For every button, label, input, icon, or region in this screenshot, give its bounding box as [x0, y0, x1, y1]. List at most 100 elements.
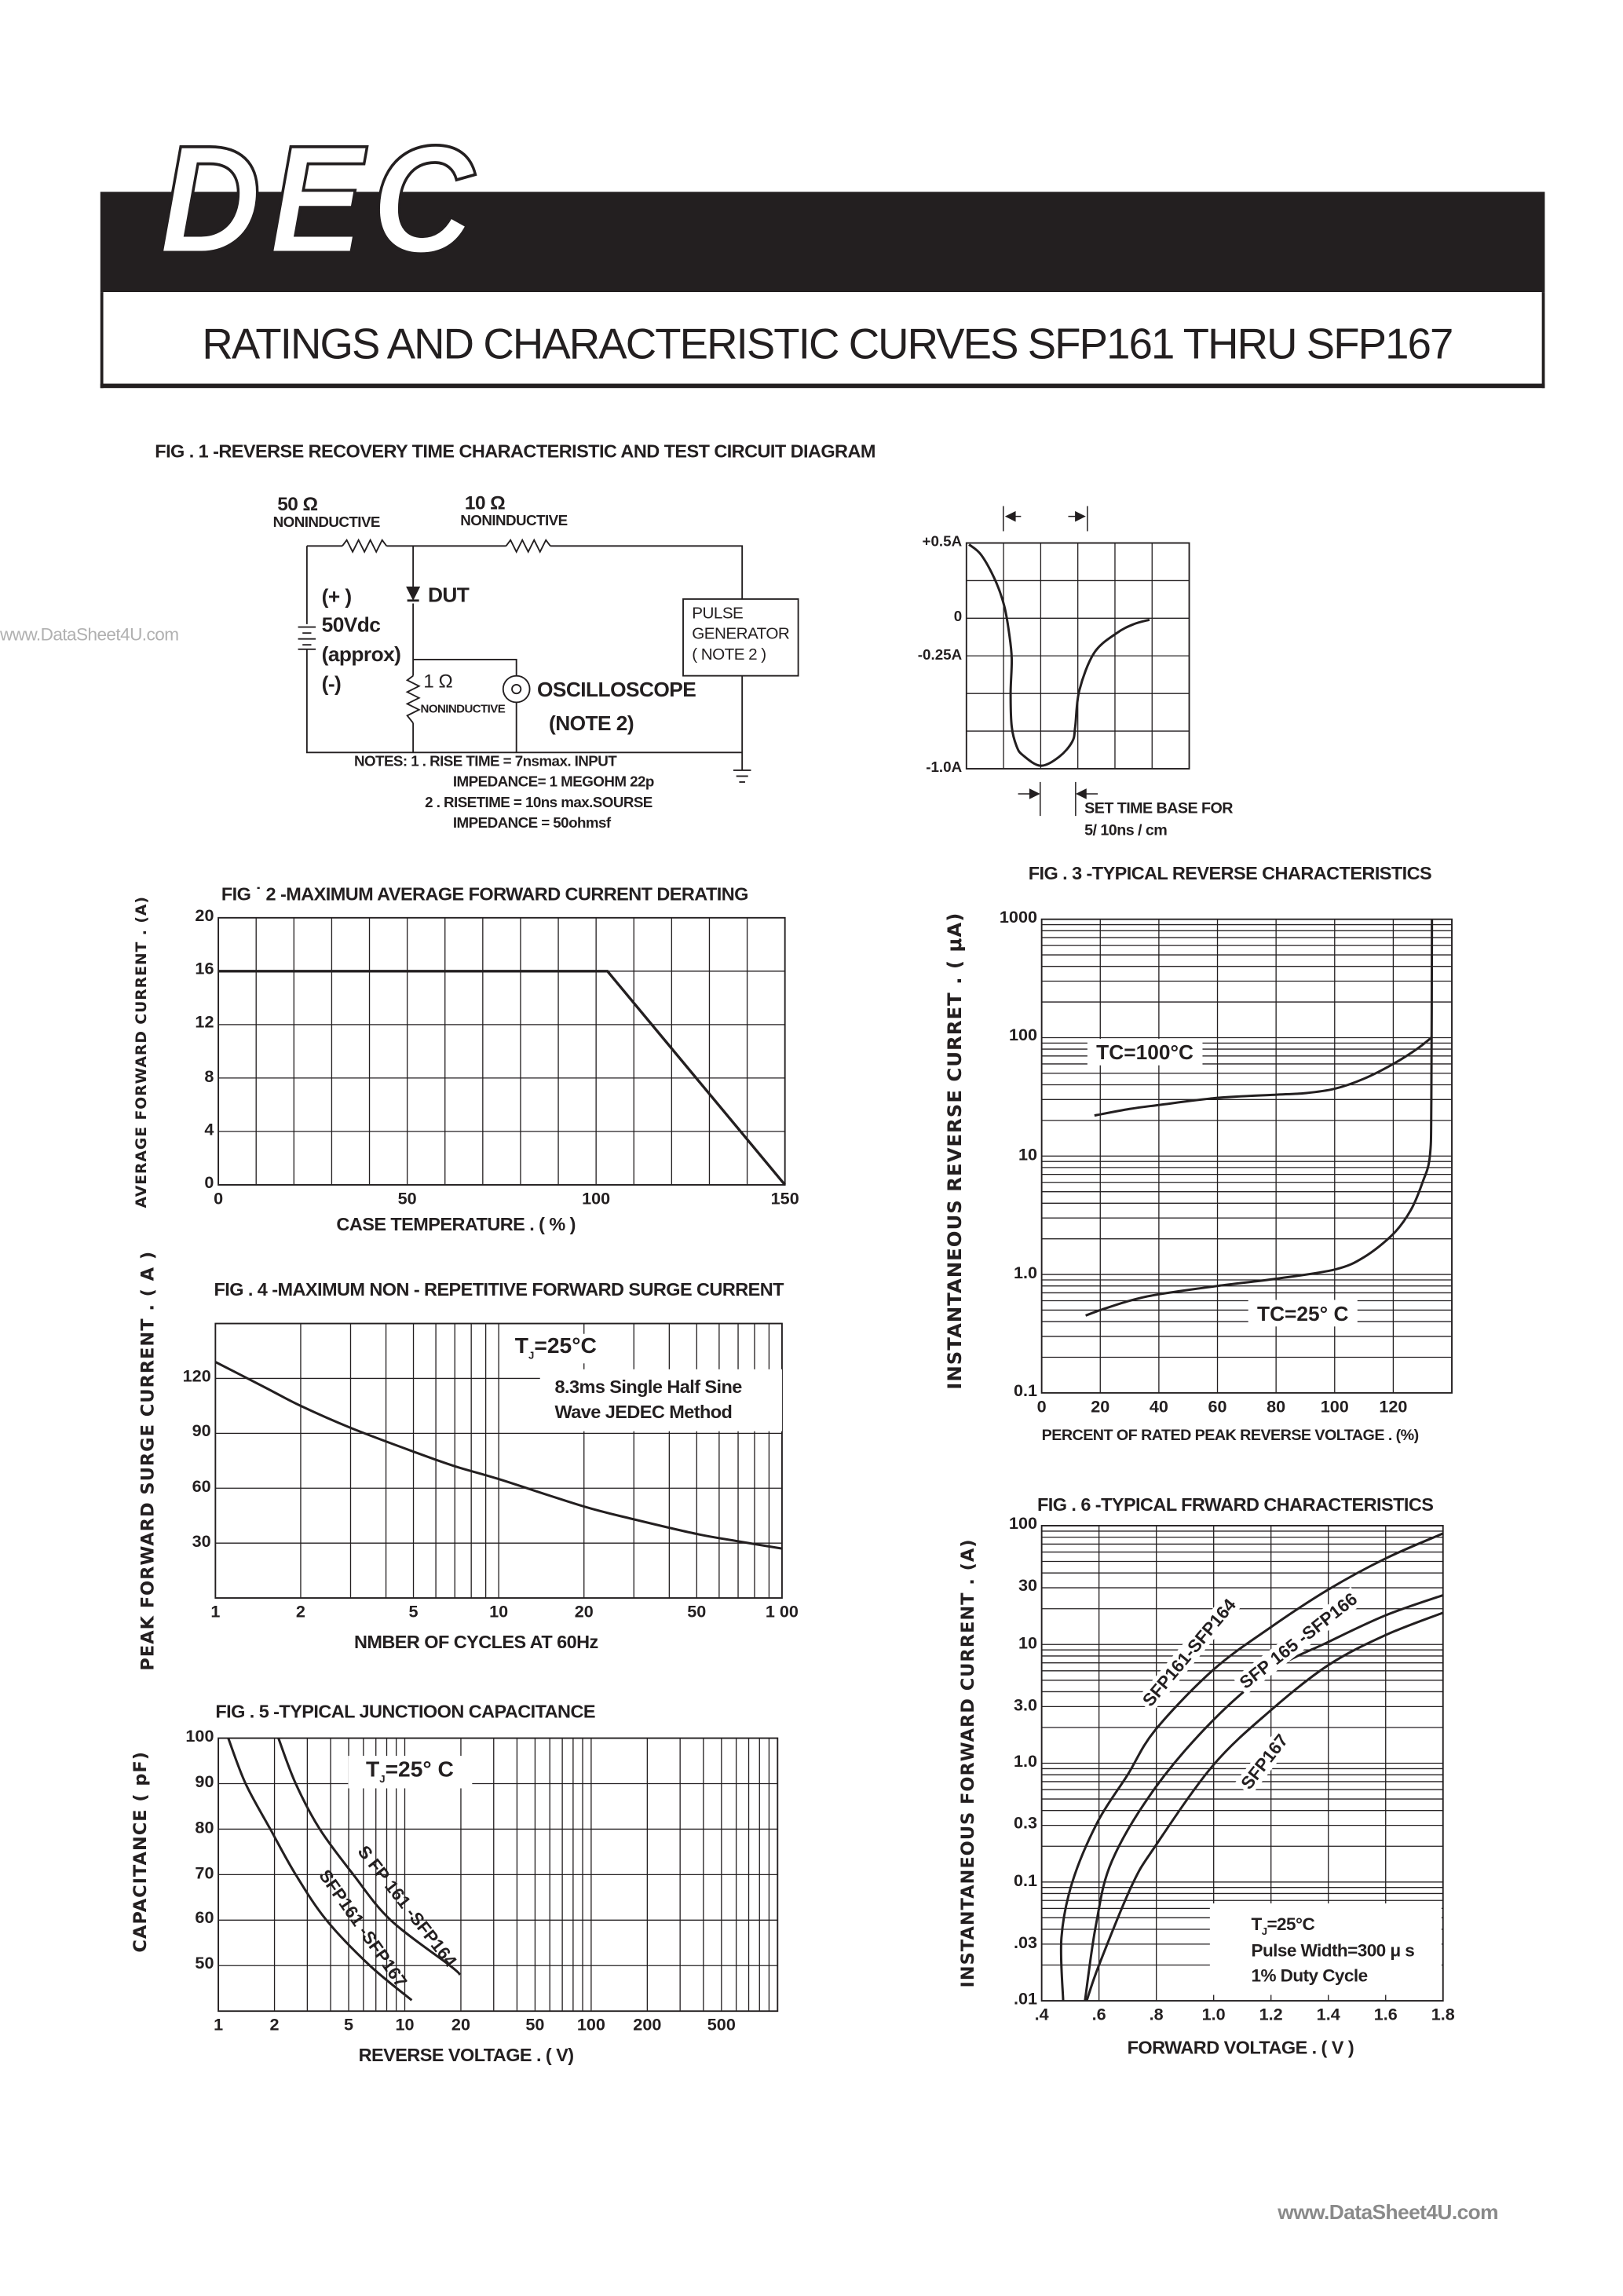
x-tick-label: 1: [210, 1603, 221, 1622]
plot-frame: [217, 1737, 779, 2013]
series-line-tc-100-c: [1094, 1036, 1432, 1117]
pulse-gen-line1: PULSE: [692, 605, 744, 623]
series-line-curve-1: [968, 543, 1150, 767]
y-tick-label: 0: [953, 609, 963, 626]
x-tick-label: 1.4: [1316, 2006, 1340, 2025]
y-tick-label: 16: [195, 961, 214, 979]
r2-value: 10 Ω: [464, 491, 506, 514]
resistor-10ohm-icon: [505, 538, 551, 554]
y-tick-label: 1.0: [1013, 1264, 1038, 1282]
dec-logo: DEC: [158, 115, 482, 287]
x-tick-label: 20: [451, 2016, 470, 2035]
supply-voltage: 50Vdc: [321, 612, 381, 636]
y-tick-label: 70: [195, 1864, 214, 1883]
diode-dut-icon: [406, 586, 421, 602]
series-line-sfp161-sfp164: [1059, 1532, 1444, 2002]
watermark-footer[interactable]: www.DataSheet4U.com: [1278, 2199, 1499, 2224]
oscilloscope-note: (NOTE 2): [549, 711, 634, 735]
y-tick-label: 12: [195, 1015, 214, 1033]
x-tick-label: 150: [770, 1190, 799, 1208]
fig3-xlabel: PERCENT OF RATED PEAK REVERSE VOLTAGE . …: [1041, 1427, 1420, 1445]
y-tick-label: 0: [204, 1175, 214, 1193]
fig6-xlabel: FORWARD VOLTAGE . ( V ): [1127, 2038, 1354, 2059]
y-tick-label: 60: [195, 1910, 214, 1929]
fig4-method-box: [539, 1369, 782, 1431]
y-tick-label: 100: [1008, 1027, 1038, 1046]
chart-fig1: [965, 542, 1190, 770]
x-tick-label: 2: [269, 2016, 280, 2035]
time-base-note-1: SET TIME BASE FOR: [1084, 799, 1233, 818]
fig3-series-label-tc100: TC=100°C: [1087, 1038, 1203, 1066]
plot-frame: [965, 542, 1190, 770]
y-tick-label: 90: [195, 1773, 214, 1792]
fig6-condition-duty: 1% Duty Cycle: [1251, 1965, 1368, 1987]
series-line-sfp167: [1085, 1611, 1444, 2002]
x-tick-label: 1.6: [1373, 2006, 1398, 2025]
x-tick-label: 10: [395, 2016, 415, 2035]
x-tick-label: 50: [397, 1190, 417, 1208]
fig5-xlabel: REVERSE VOLTAGE . ( V): [358, 2045, 574, 2066]
y-tick-label: -1.0A: [926, 759, 963, 777]
fig3-series-label-tc25: TC=25° C: [1248, 1300, 1358, 1327]
chart-grid: [965, 542, 1190, 770]
supply-plus: (+ ): [321, 584, 353, 609]
fig3-ylabel: INSTANTANEOUS REVERSE CURRET . ( μA): [945, 912, 967, 1390]
fig6-ylabel: INSTANTANEOUS FORWARD CURRENT . (A): [957, 1538, 978, 1988]
x-tick-label: 40: [1149, 1398, 1168, 1417]
x-tick-label: 0: [214, 1190, 224, 1208]
fig2-title: FIG ˙ 2 -MAXIMUM AVERAGE FORWARD CURRENT…: [221, 883, 749, 905]
pulse-gen-line2: GENERATOR: [692, 625, 790, 644]
x-tick-label: .4: [1034, 2006, 1049, 2025]
resistor-50ohm-icon: [342, 538, 388, 554]
fig5-ylabel: CAPACITANCE ( pF): [130, 1750, 151, 1953]
y-tick-label: 100: [1008, 1515, 1038, 1534]
x-tick-label: 100: [582, 1190, 611, 1208]
x-tick-label: 5: [408, 1603, 419, 1622]
y-tick-label: 30: [1018, 1578, 1038, 1596]
y-tick-label: 20: [195, 908, 214, 926]
x-tick-label: 20: [1091, 1398, 1110, 1417]
time-base-arrows-icon: [1003, 506, 1098, 817]
plot-frame: [1040, 1525, 1444, 2002]
x-tick-label: 60: [1208, 1398, 1227, 1417]
fig6-conditions-box: [1209, 1903, 1442, 1995]
fig4-temp-annotation: TJ=25°C: [512, 1333, 600, 1364]
chart-fig3: [1040, 918, 1453, 1394]
series-line-curve-1: [218, 970, 786, 1186]
test-circuit-diagram: [298, 506, 1098, 817]
x-tick-label: .6: [1091, 2006, 1106, 2025]
y-tick-label: 0.1: [1013, 1872, 1038, 1890]
fig2-ylabel: AVERAGE FORWARD CURRENT . (A): [133, 896, 151, 1208]
y-tick-label: .03: [1013, 1934, 1038, 1952]
chart-fig2: [217, 916, 786, 1186]
y-tick-label: -0.25A: [917, 646, 963, 664]
fig4-title: FIG . 4 -MAXIMUM NON - REPETITIVE FORWAR…: [214, 1279, 784, 1300]
time-base-note-2: 5/ 10ns / cm: [1084, 821, 1168, 840]
battery-icon: [298, 626, 316, 650]
y-tick-label: 10: [1018, 1146, 1038, 1164]
series-line-sfp-165-sfp166: [1084, 1594, 1444, 2002]
circuit-note-2b: IMPEDANCE = 50ohmsf: [452, 816, 611, 832]
watermark-left[interactable]: www.DataSheet4U.com: [0, 623, 179, 645]
y-tick-label: 1.0: [1013, 1753, 1038, 1771]
title-box: [100, 292, 1545, 389]
r2-type: NONINDUCTIVE: [460, 513, 568, 530]
x-tick-label: 1.2: [1259, 2006, 1283, 2025]
fig4-xlabel: NMBER OF CYCLES AT 60Hz: [353, 1632, 598, 1653]
fig4-method-line1: 8.3ms Single Half Sine: [554, 1377, 743, 1398]
oscilloscope-probe-icon: [502, 675, 531, 704]
y-tick-label: 0.3: [1013, 1815, 1038, 1834]
series-line-sfp161-sfp167: [227, 1738, 413, 2002]
y-tick-label: 10: [1018, 1634, 1038, 1653]
resistor-1ohm-icon: [405, 675, 421, 724]
r1-type: NONINDUCTIVE: [272, 514, 381, 532]
x-tick-label: 50: [525, 2016, 545, 2035]
oscilloscope-label: OSCILLOSCOPE: [536, 677, 696, 701]
series-line-tc-25-c: [1085, 919, 1434, 1317]
y-tick-label: 30: [192, 1533, 211, 1552]
y-tick-label: 1000: [999, 909, 1038, 927]
y-tick-label: 100: [185, 1727, 214, 1746]
plot-frame: [217, 916, 786, 1186]
fig2-xlabel: CASE TEMPERATURE . ( % ): [336, 1214, 576, 1235]
